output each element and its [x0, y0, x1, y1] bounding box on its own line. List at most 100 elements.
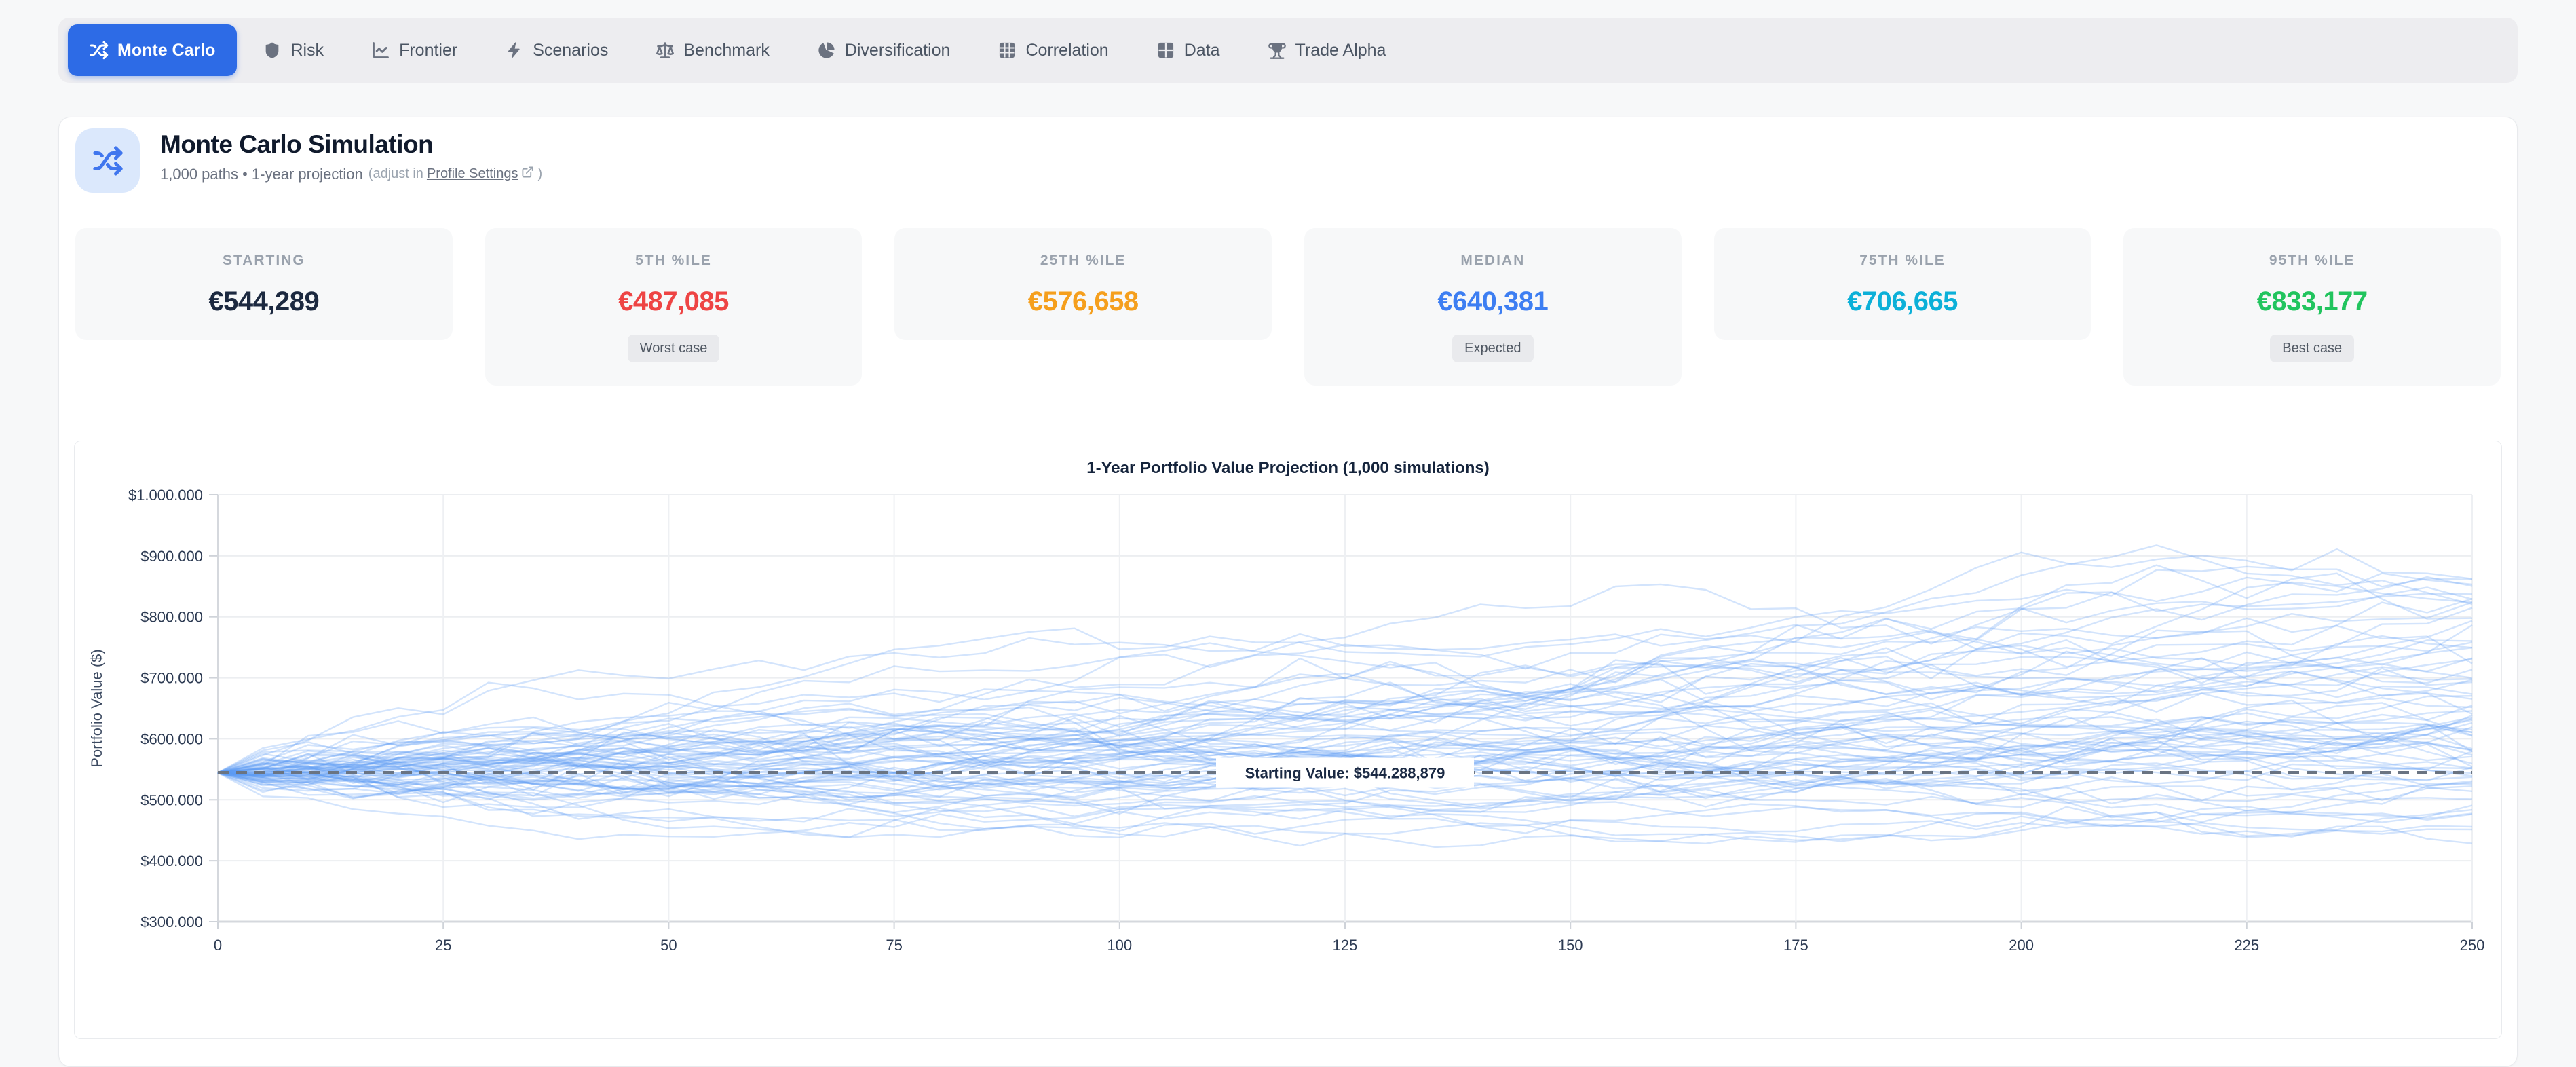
simulation-path: [217, 586, 2473, 778]
tab-label: Scenarios: [533, 40, 609, 60]
simulation-path: [217, 657, 2473, 776]
tab-benchmark[interactable]: Benchmark: [634, 24, 791, 76]
chart-svg: Starting Value: $544.288,879 $1.000.000 $9…: [88, 487, 2485, 954]
svg-text:100: 100: [1107, 937, 1132, 954]
y-axis-title: Portfolio Value ($): [88, 649, 105, 767]
simulation-path: [217, 723, 2473, 796]
svg-text:50: 50: [660, 937, 677, 954]
simulation-path: [217, 629, 2473, 789]
stat-card-starting: STARTING €544,289: [75, 228, 453, 340]
tab-correlation[interactable]: Correlation: [976, 24, 1130, 76]
svg-text:175: 175: [1783, 937, 1808, 954]
simulation-path: [217, 683, 2473, 774]
svg-text:$600.000: $600.000: [140, 730, 203, 747]
simulation-path: [217, 761, 2473, 810]
simulation-path: [217, 565, 2473, 774]
stat-value: €706,665: [1847, 286, 1958, 316]
stat-badge: Worst case: [627, 335, 720, 362]
stat-value: €640,381: [1437, 286, 1549, 316]
simulation-path: [217, 601, 2473, 774]
gridlines: [209, 494, 2473, 929]
stat-label: STARTING: [222, 252, 305, 268]
stat-value: €487,085: [618, 286, 729, 316]
stat-label: MEDIAN: [1460, 252, 1526, 268]
tab-risk[interactable]: Risk: [241, 24, 345, 76]
subtitle-text: 1,000 paths • 1-year projection: [160, 165, 363, 183]
tab-data[interactable]: Data: [1135, 24, 1242, 76]
stat-value: €576,658: [1027, 286, 1139, 316]
simulation-path: [217, 658, 2473, 814]
main-card: Monte Carlo Simulation 1,000 paths • 1-y…: [58, 117, 2518, 1067]
simulation-path: [217, 732, 2473, 793]
svg-text:125: 125: [1333, 937, 1358, 954]
simulation-path: [217, 711, 2473, 792]
simulation-path: [217, 576, 2473, 774]
simulation-path: [217, 766, 2473, 827]
stat-card-95th-ile: 95TH %ILE €833,177 Best case: [2123, 228, 2501, 386]
tab-diversification[interactable]: Diversification: [795, 24, 972, 76]
simulation-path: [217, 766, 2473, 844]
stat-label: 5TH %ILE: [635, 252, 712, 268]
starting-value-label: Starting Value: $544.288,879: [1216, 757, 1474, 788]
simulation-path: [217, 772, 2473, 815]
shuffle-icon: [90, 41, 109, 60]
shield-icon: [266, 42, 279, 58]
stat-value: €544,289: [208, 286, 320, 316]
simulation-path: [217, 607, 2473, 791]
svg-text:200: 200: [2009, 937, 2034, 954]
page-title: Monte Carlo Simulation: [160, 130, 434, 158]
svg-text:$500.000: $500.000: [140, 791, 203, 808]
stat-value: €833,177: [2256, 286, 2368, 316]
simulation-path: [217, 696, 2473, 787]
scale-icon: [656, 42, 675, 58]
svg-text:$800.000: $800.000: [140, 609, 203, 626]
svg-text:75: 75: [886, 937, 902, 954]
simulation-path: [217, 699, 2473, 838]
simulation-path: [217, 702, 2473, 785]
header-text: Monte Carlo Simulation 1,000 paths • 1-y…: [160, 128, 542, 193]
pie-chart-icon: [818, 42, 835, 58]
grid-icon: [1000, 42, 1015, 58]
simulation-path: [217, 564, 2473, 774]
simulation-path: [217, 641, 2473, 778]
tab-frontier[interactable]: Frontier: [349, 24, 479, 76]
stat-badge: Expected: [1452, 335, 1534, 362]
adjust-suffix: ): [537, 166, 543, 182]
chart-panel: 1-Year Portfolio Value Projection (1,000…: [74, 441, 2502, 1039]
profile-settings-link[interactable]: Profile Settings: [426, 166, 518, 182]
svg-text:250: 250: [2460, 937, 2485, 954]
simulation-path: [217, 647, 2473, 779]
stat-label: 75TH %ILE: [1859, 252, 1946, 268]
stat-card-median: MEDIAN €640,381 Expected: [1304, 228, 1682, 386]
tab-monte-carlo[interactable]: Monte Carlo: [68, 24, 238, 76]
simulation-path: [217, 723, 2473, 791]
simulation-path: [217, 763, 2473, 832]
stat-card-25th-ile: 25TH %ILE €576,658: [894, 228, 1272, 340]
stat-card-75th-ile: 75TH %ILE €706,665: [1713, 228, 2091, 340]
simulation-path: [217, 657, 2473, 774]
svg-text:$400.000: $400.000: [140, 853, 203, 869]
tab-label: Risk: [290, 40, 324, 60]
simulation-path: [217, 697, 2473, 794]
stat-badge: Best case: [2270, 335, 2355, 362]
stat-label: 95TH %ILE: [2269, 252, 2355, 268]
tab-scenarios[interactable]: Scenarios: [483, 24, 630, 76]
page-header: Monte Carlo Simulation 1,000 paths • 1-y…: [75, 128, 542, 193]
page-subtitle: 1,000 paths • 1-year projection (adjust …: [160, 166, 542, 183]
svg-text:$700.000: $700.000: [140, 670, 203, 687]
tab-label: Monte Carlo: [117, 40, 216, 60]
bolt-icon: [508, 42, 520, 58]
percentile-stats-row: STARTING €544,289 5TH %ILE €487,085 Worst ca…: [75, 228, 2501, 386]
external-link-icon-slot: [521, 166, 534, 183]
tab-trade-alpha[interactable]: Trade Alpha: [1246, 24, 1408, 76]
svg-text:0: 0: [214, 937, 222, 954]
page: { "nav": { "tabs": [ {"label": "Monte Ca…: [58, 18, 2518, 1067]
adjust-hint: (adjust in Profile Settings ): [368, 166, 542, 183]
simulation-path: [217, 713, 2473, 798]
simulation-path: [217, 688, 2473, 778]
simulation-path: [217, 618, 2473, 776]
external-link-icon: [522, 166, 533, 178]
y-axis-labels: $1.000.000 $900.000 $800.000 $700.000 $600.0…: [128, 487, 203, 931]
trophy-icon: [1268, 43, 1286, 59]
svg-text:150: 150: [1558, 937, 1583, 954]
